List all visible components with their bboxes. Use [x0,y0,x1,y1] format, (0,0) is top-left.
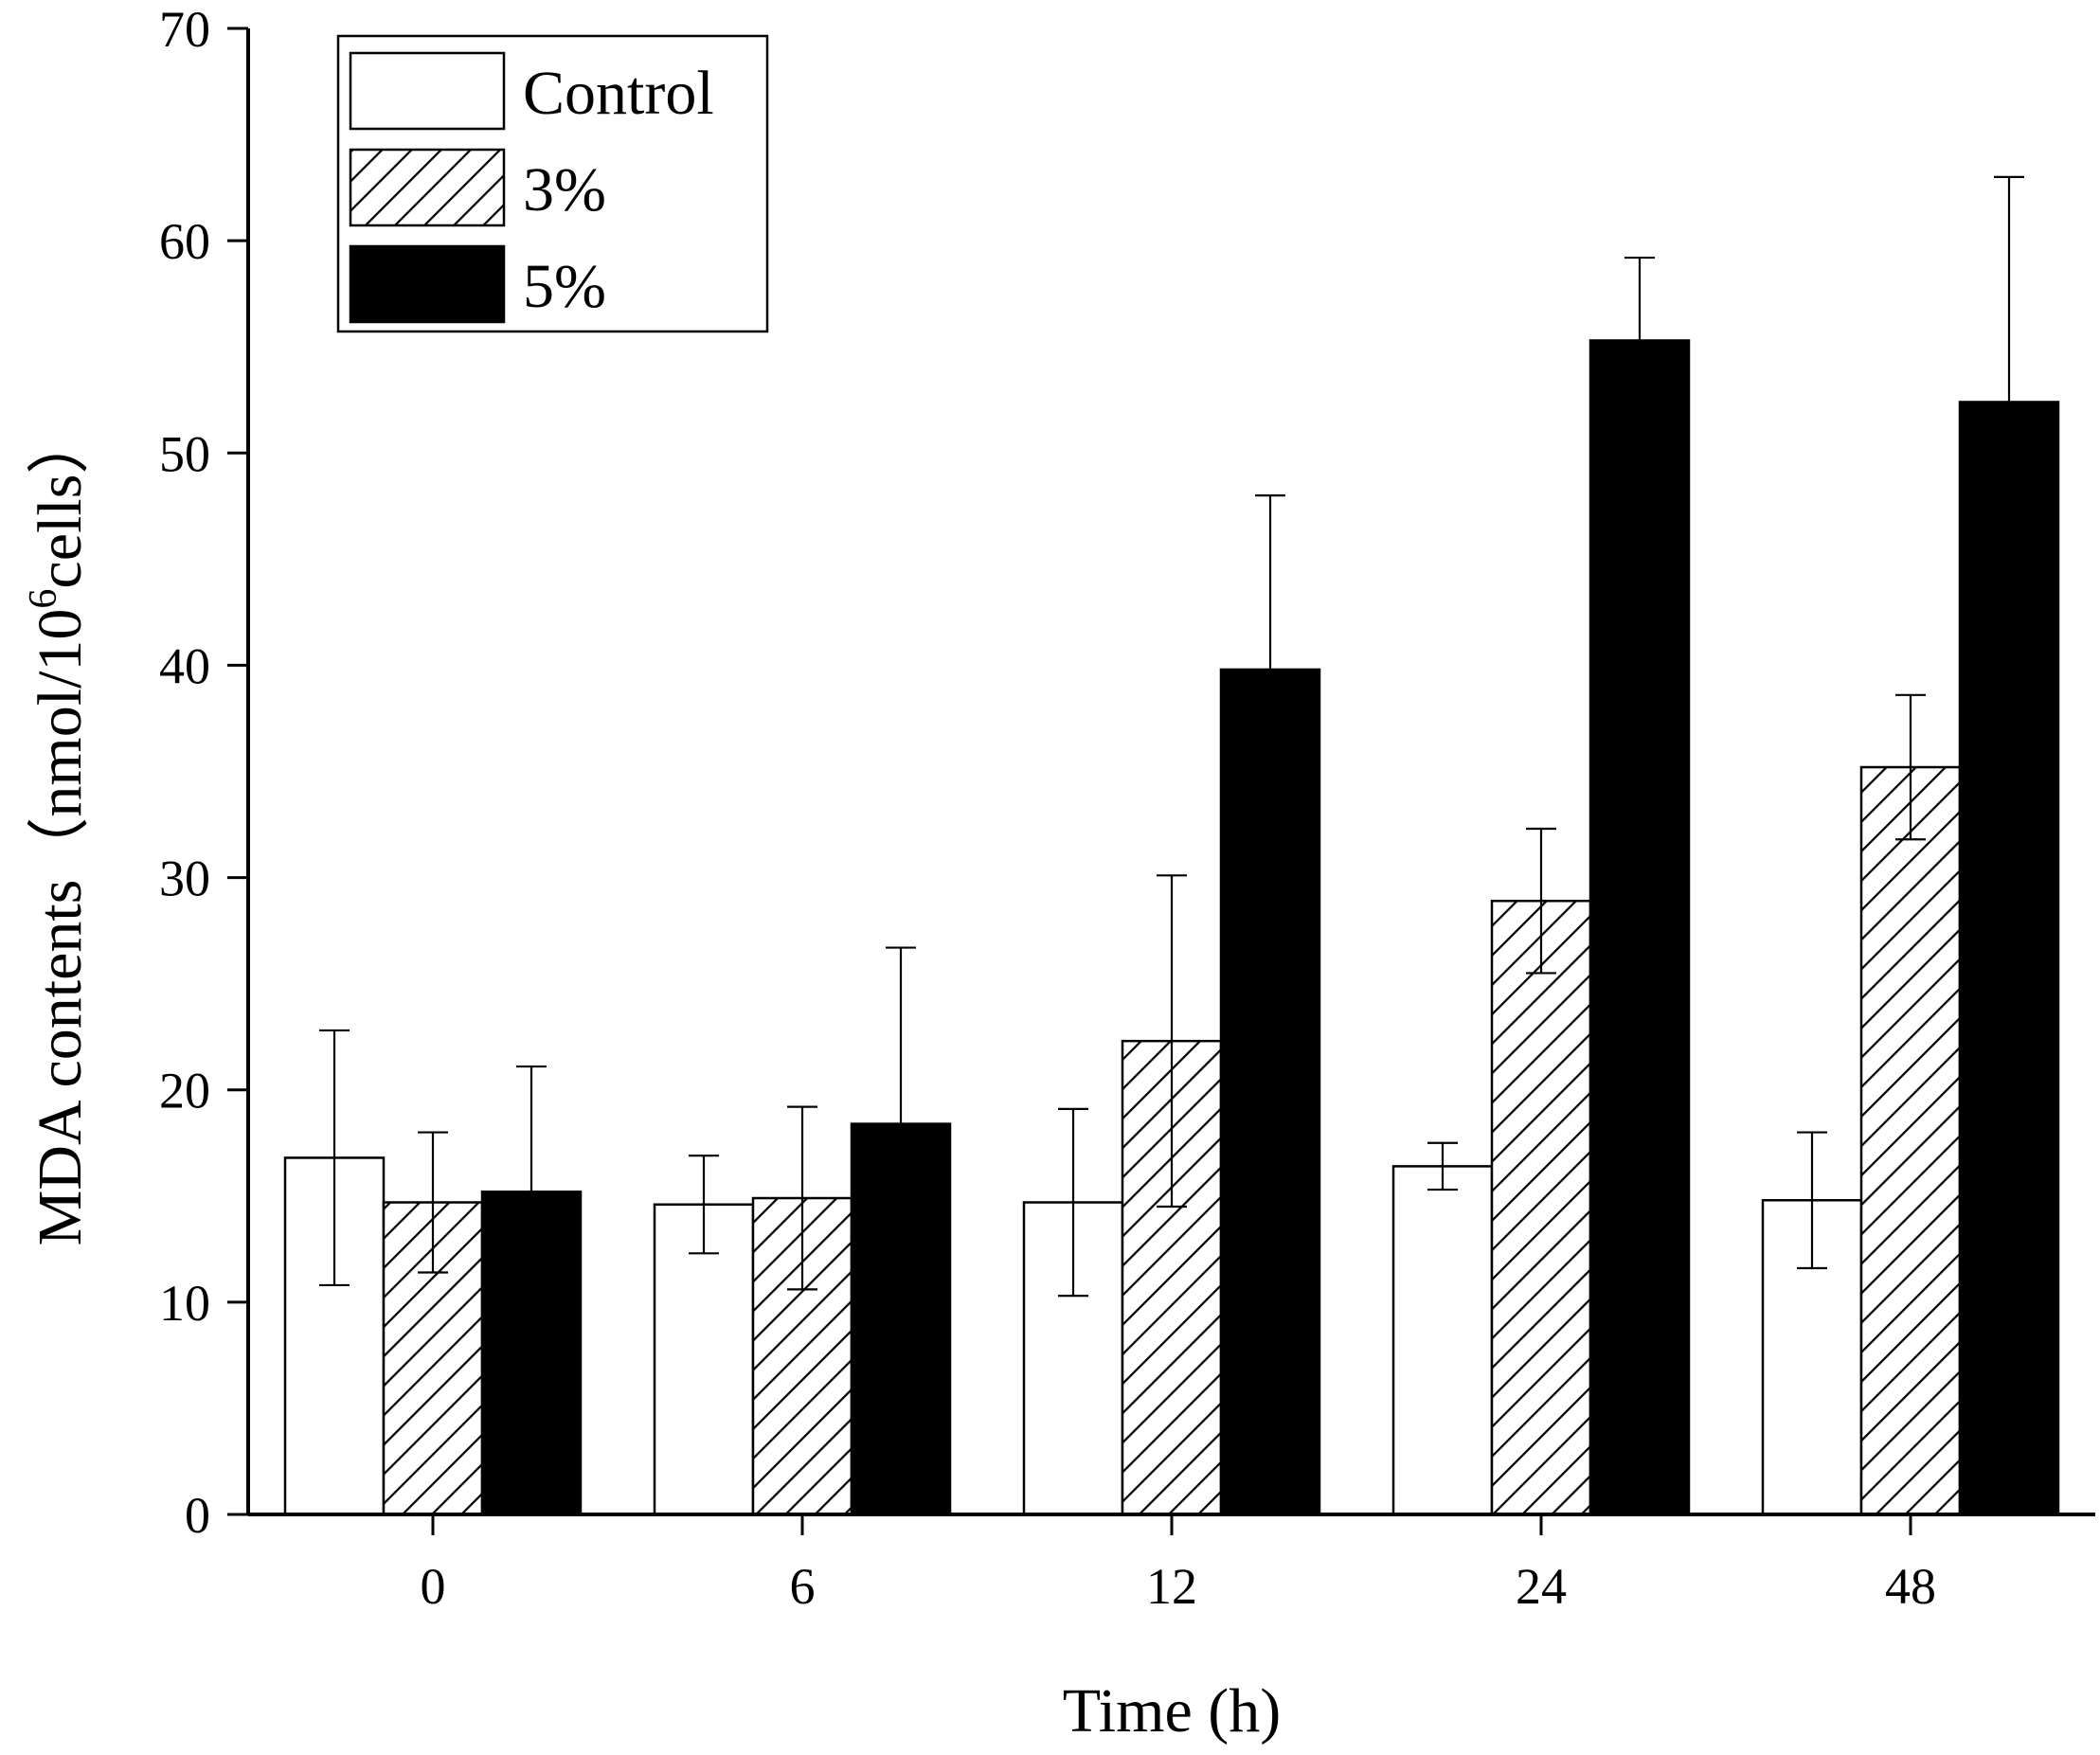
y-tick-label-40: 40 [159,637,210,694]
error-bar-5pct-t0 [516,1065,547,1318]
legend-swatch-5pct [349,244,506,324]
error-bars-layer [319,175,2024,1318]
y-axis-title-main: MDA contents（nmol/10 [26,609,95,1246]
legend-label-5pct: 5% [523,252,606,321]
y-tick-label-30: 30 [159,851,210,907]
error-bar-control-t12 [1058,1107,1088,1298]
x-tick-label-12: 12 [1146,1558,1197,1615]
error-bar-3pct-t24 [1526,827,1556,975]
y-axis-title-suffix: cells） [26,412,95,589]
legend-swatch-control [349,51,506,131]
x-axis-title: Time (h) [1063,1676,1281,1746]
bar-5pct-t24 [1588,339,1691,1516]
y-tick-label-50: 50 [159,425,210,482]
error-bar-3pct-t6 [787,1105,817,1291]
x-tick-label-48: 48 [1885,1558,1936,1615]
y-tick-label-20: 20 [159,1063,210,1119]
y-axis-title: MDA contents（nmol/106cells） [22,412,95,1246]
error-bar-control-t6 [689,1155,719,1255]
x-tick-label-0: 0 [421,1558,446,1615]
error-bar-5pct-t48 [1994,175,2024,629]
x-tick-label-24: 24 [1516,1558,1567,1615]
bar-control-t24 [1391,1165,1494,1516]
error-bar-3pct-t48 [1895,693,1926,841]
error-bar-5pct-t6 [886,946,916,1301]
legend-label-3pct: 3% [523,155,606,224]
x-ticks-layer: 0 6 12 24 48 [421,1514,1936,1615]
error-bar-5pct-t12 [1255,494,1285,845]
legend-label-control: Control [523,59,714,128]
bar-3pct-t24 [1490,899,1592,1516]
y-tick-label-60: 60 [159,213,210,270]
y-ticks-layer: 0 10 20 30 40 50 60 70 [159,1,248,1544]
error-bar-control-t48 [1797,1131,1827,1270]
y-axis-title-superscript: 6 [22,589,65,609]
y-tick-label-0: 0 [185,1487,210,1544]
legend-swatch-3pct [349,148,506,227]
bar-control-t6 [653,1203,755,1516]
y-tick-label-70: 70 [159,1,210,58]
error-bar-5pct-t24 [1624,256,1655,425]
x-tick-label-6: 6 [790,1558,816,1615]
error-bar-control-t24 [1427,1141,1458,1191]
error-bar-3pct-t0 [418,1131,448,1274]
legend: Control 3% 5% [336,34,769,333]
bar-3pct-t48 [1859,765,1962,1516]
error-bar-3pct-t12 [1157,874,1187,1209]
error-bar-control-t0 [319,1029,350,1287]
y-tick-label-10: 10 [159,1275,210,1332]
